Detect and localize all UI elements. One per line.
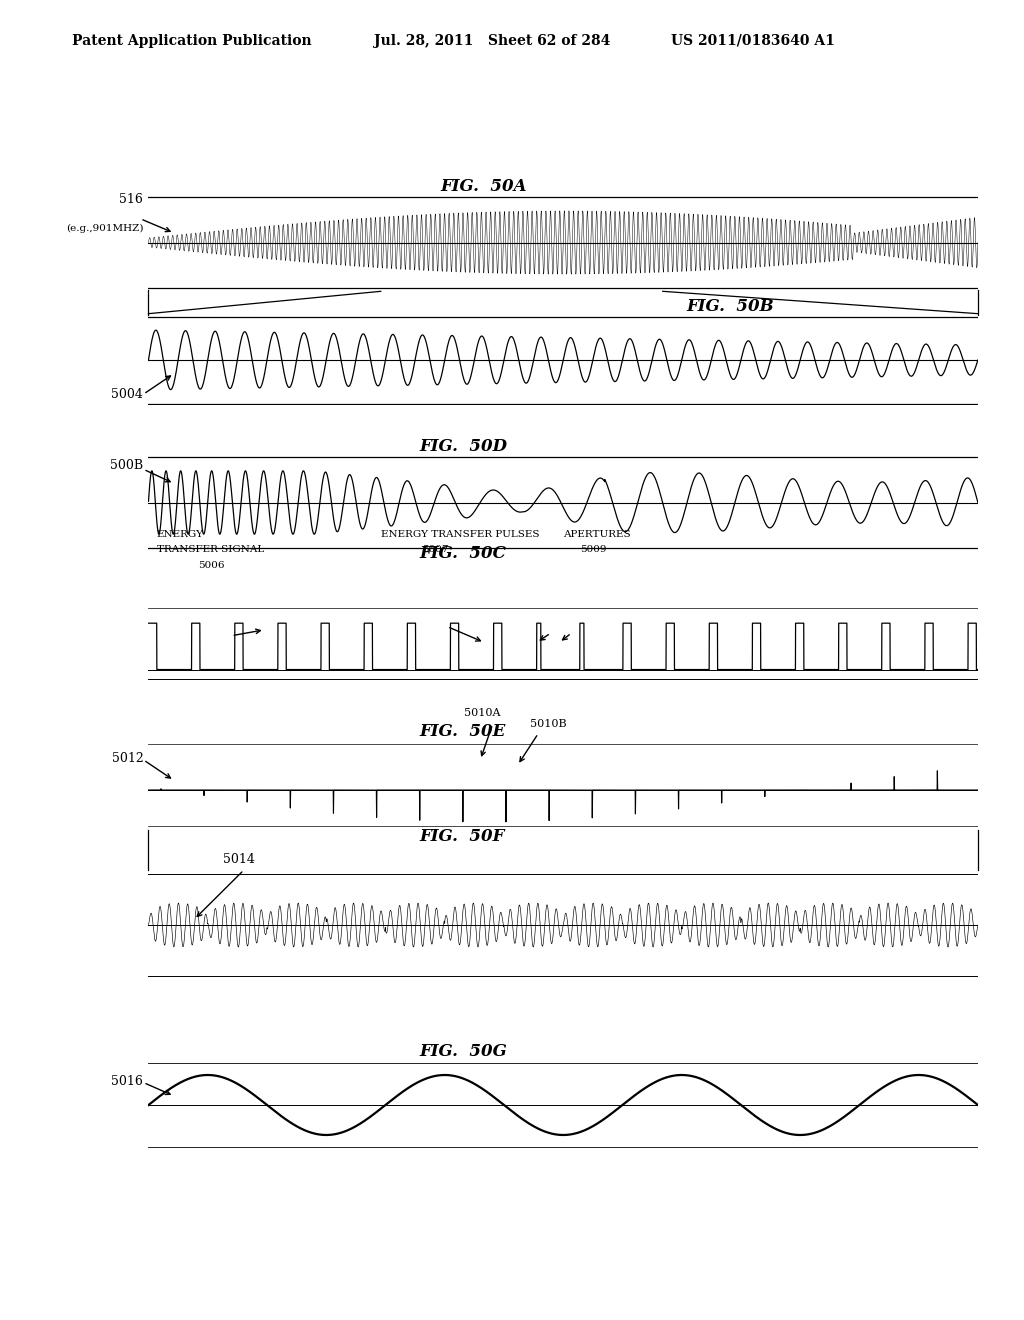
Text: FIG.  50A: FIG. 50A	[440, 178, 526, 195]
Text: (e.g.,901MHZ): (e.g.,901MHZ)	[66, 224, 143, 234]
Text: ENERGY: ENERGY	[157, 529, 204, 539]
Text: FIG.  50E: FIG. 50E	[420, 723, 506, 741]
Text: 5004: 5004	[112, 388, 143, 401]
Text: TRANSFER SIGNAL: TRANSFER SIGNAL	[157, 545, 264, 554]
Text: 5010B: 5010B	[530, 719, 566, 729]
Text: 5009: 5009	[580, 545, 606, 554]
Text: FIG.  50F: FIG. 50F	[420, 828, 505, 845]
Text: Jul. 28, 2011   Sheet 62 of 284: Jul. 28, 2011 Sheet 62 of 284	[374, 34, 610, 48]
Text: 5007: 5007	[422, 545, 449, 554]
Text: 500B: 500B	[111, 459, 143, 473]
Text: 5006: 5006	[199, 561, 224, 570]
Text: 516: 516	[120, 193, 143, 206]
Text: FIG.  50C: FIG. 50C	[420, 545, 507, 562]
Text: Patent Application Publication: Patent Application Publication	[72, 34, 311, 48]
Text: 5014: 5014	[223, 854, 255, 866]
Text: FIG.  50G: FIG. 50G	[420, 1043, 508, 1060]
Text: FIG.  50B: FIG. 50B	[686, 298, 774, 315]
Text: FIG.  50D: FIG. 50D	[420, 438, 508, 455]
Text: ENERGY TRANSFER PULSES: ENERGY TRANSFER PULSES	[381, 529, 540, 539]
Text: 5010A: 5010A	[464, 709, 500, 718]
Text: 5012: 5012	[112, 752, 143, 766]
Text: APERTURES: APERTURES	[563, 529, 631, 539]
Text: US 2011/0183640 A1: US 2011/0183640 A1	[671, 34, 835, 48]
Text: 5016: 5016	[112, 1076, 143, 1088]
